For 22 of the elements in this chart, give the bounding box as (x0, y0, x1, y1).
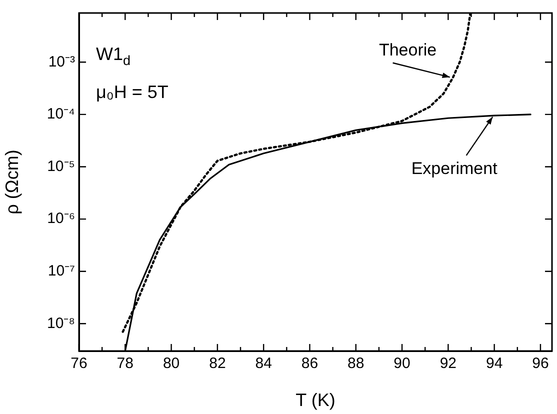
x-tick-label: 80 (162, 355, 180, 372)
x-tick-label: 76 (70, 355, 88, 372)
annotation: Experiment (411, 159, 498, 178)
x-tick-label: 78 (116, 355, 134, 372)
x-tick-label: 84 (255, 355, 272, 372)
x-tick-label: 82 (209, 355, 226, 372)
y-tick-label: 10⁻⁶ (47, 210, 75, 228)
x-tick-label: 88 (348, 355, 364, 372)
y-tick-label: 10⁻⁸ (46, 314, 75, 332)
y-tick-label: 10⁻⁷ (48, 262, 75, 280)
y-tick-label: 10⁻³ (48, 53, 75, 70)
x-tick-label: 92 (440, 355, 457, 372)
x-tick-label: 94 (486, 355, 503, 372)
annotation: Theorie (378, 40, 437, 60)
annotation: μ₀H = 5T (96, 82, 168, 102)
y-tick-label: 10⁻⁵ (47, 158, 75, 175)
x-tick-label: 86 (301, 355, 318, 372)
y-tick-label: 10⁻⁴ (46, 106, 75, 123)
x-tick-label: 96 (532, 355, 549, 372)
x-axis-title: T (K) (296, 390, 336, 410)
y-axis-title: ρ (Ωcm) (2, 150, 22, 214)
x-tick-label: 90 (394, 355, 410, 372)
